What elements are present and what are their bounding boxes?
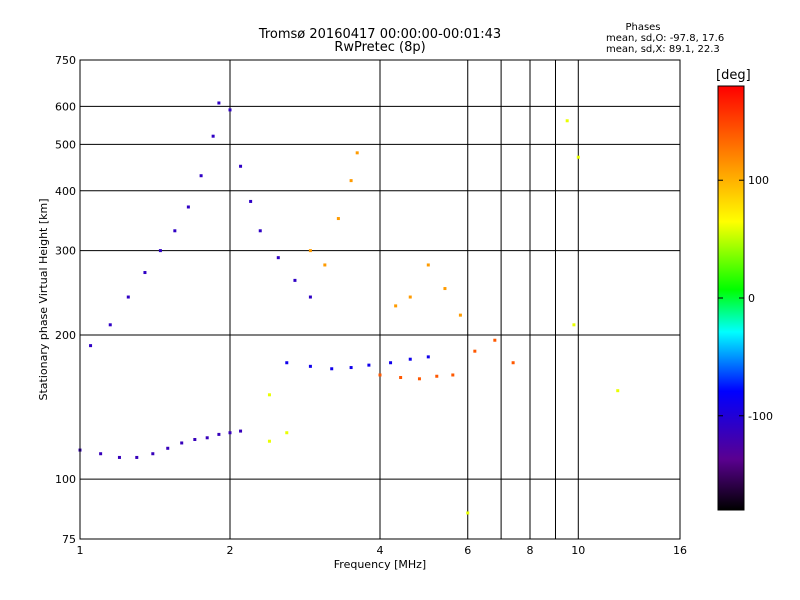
- y-tick-label: 100: [55, 473, 76, 486]
- data-point-O-dense-cloud: [173, 229, 177, 233]
- x-tick-label: 1: [77, 544, 84, 557]
- colorbar-tick-label: 100: [748, 174, 769, 187]
- y-tick-label: 200: [55, 329, 76, 342]
- y-axis-label: Stationary phase Virtual Height [km]: [37, 198, 50, 400]
- colorbar-label: [deg]: [716, 68, 751, 83]
- data-point-O-dense-cloud: [199, 174, 203, 178]
- x-tick-label: 4: [377, 544, 384, 557]
- colorbar-tick-label: -100: [748, 410, 773, 423]
- y-tick-label: 300: [55, 245, 76, 258]
- axis-labels-layer: 1 2 4 6 8 10 16 75 100 200 300 400 500 600 750 Frequenc…: [37, 54, 687, 571]
- data-point-X-trace: [458, 313, 462, 317]
- data-point-O-dense-cloud: [228, 108, 232, 112]
- data-point-O-dense-cloud: [258, 229, 262, 233]
- x-tick-label: 16: [673, 544, 687, 557]
- data-point-O-mid-trace: [330, 367, 334, 371]
- data-point-O-low-trace: [228, 431, 232, 435]
- data-point-O-dense-cloud: [126, 295, 130, 299]
- y-tick-label: 400: [55, 185, 76, 198]
- data-point-X-low-trace: [417, 377, 421, 381]
- data-point-X-trace: [394, 304, 398, 308]
- x-tick-label: 2: [227, 544, 234, 557]
- data-point-scattered: [616, 389, 620, 393]
- x-tick-label: 8: [527, 544, 534, 557]
- data-point-X-low-trace: [473, 349, 477, 353]
- data-point-O-mid-trace: [408, 357, 412, 361]
- data-point-O-dense-cloud: [276, 256, 280, 260]
- data-point-O-low-trace: [99, 452, 103, 456]
- chart-subtitle: RwPretec (8p): [334, 40, 426, 55]
- data-point-O-low-trace: [166, 446, 170, 450]
- data-point-O-dense-cloud: [217, 101, 221, 105]
- data-point-X-trace: [426, 263, 430, 267]
- data-point-O-mid-trace: [308, 364, 312, 368]
- data-point-X-trace: [349, 179, 353, 183]
- data-point-scattered: [267, 439, 271, 443]
- data-point-O-dense-cloud: [158, 249, 162, 253]
- grid-layer: [80, 60, 680, 539]
- x-axis-label: Frequency [MHz]: [334, 558, 426, 571]
- data-point-O-low-trace: [180, 441, 184, 445]
- data-point-O-mid-trace: [426, 355, 430, 359]
- data-point-scattered: [285, 431, 289, 435]
- data-point-O-dense-cloud: [249, 199, 253, 203]
- data-point-scattered: [576, 155, 580, 159]
- data-point-O-mid-trace: [367, 363, 371, 367]
- legend-header: Phases: [625, 22, 661, 33]
- data-point-O-dense-cloud: [308, 295, 312, 299]
- data-points-layer: [78, 101, 620, 515]
- data-point-X-low-trace: [451, 373, 455, 377]
- data-point-O-dense-cloud: [89, 344, 93, 348]
- legend-x-stats: mean, sd,X: 89.1, 22.3: [606, 44, 720, 55]
- data-point-O-low-trace: [193, 438, 197, 442]
- y-tick-label: 75: [62, 533, 76, 546]
- data-point-O-dense-cloud: [211, 134, 215, 138]
- data-point-scattered: [267, 393, 271, 397]
- data-point-O-mid-trace: [349, 366, 353, 370]
- data-point-O-dense-cloud: [143, 271, 147, 275]
- data-point-O-dense-cloud: [186, 205, 190, 209]
- y-tick-label: 750: [55, 54, 76, 67]
- data-point-X-low-trace: [493, 338, 497, 342]
- data-point-O-mid-trace: [285, 361, 289, 365]
- data-point-X-trace: [323, 263, 327, 267]
- colorbar: 100 0 -100: [717, 85, 773, 511]
- data-point-X-trace: [443, 287, 447, 291]
- y-tick-label: 600: [55, 100, 76, 113]
- data-point-X-low-trace: [435, 374, 439, 378]
- data-point-O-low-trace: [217, 432, 221, 436]
- data-point-X-trace: [355, 151, 359, 155]
- data-point-O-low-trace: [205, 436, 209, 440]
- data-point-O-dense-cloud: [239, 164, 243, 168]
- plot-frame: [79, 59, 681, 540]
- colorbar-ticks: 100 0 -100: [718, 174, 773, 423]
- y-tick-label: 500: [55, 138, 76, 151]
- data-point-O-mid-trace: [389, 361, 393, 365]
- data-point-scattered: [466, 511, 470, 515]
- data-point-scattered: [572, 323, 576, 327]
- legend-o-stats: mean, sd,O: -97.8, 17.6: [606, 33, 725, 44]
- data-point-X-trace: [408, 295, 412, 299]
- data-point-X-trace: [308, 249, 312, 253]
- data-point-X-low-trace: [378, 373, 382, 377]
- colorbar-tick-label: 0: [748, 292, 755, 305]
- data-point-X-low-trace: [511, 361, 515, 365]
- data-point-O-dense-cloud: [108, 323, 112, 327]
- x-tick-label: 6: [464, 544, 471, 557]
- x-tick-label: 10: [571, 544, 585, 557]
- data-point-O-low-trace: [239, 429, 243, 433]
- data-point-O-low-trace: [135, 455, 139, 459]
- data-point-X-trace: [336, 217, 340, 221]
- data-point-X-low-trace: [399, 376, 403, 380]
- chart-title: Tromsø 20160417 00:00:00-00:01:43: [258, 27, 502, 42]
- data-point-scattered: [565, 119, 569, 123]
- data-point-O-low-trace: [151, 452, 155, 456]
- data-point-O-dense-cloud: [293, 278, 297, 282]
- data-point-O-low-trace: [117, 455, 121, 459]
